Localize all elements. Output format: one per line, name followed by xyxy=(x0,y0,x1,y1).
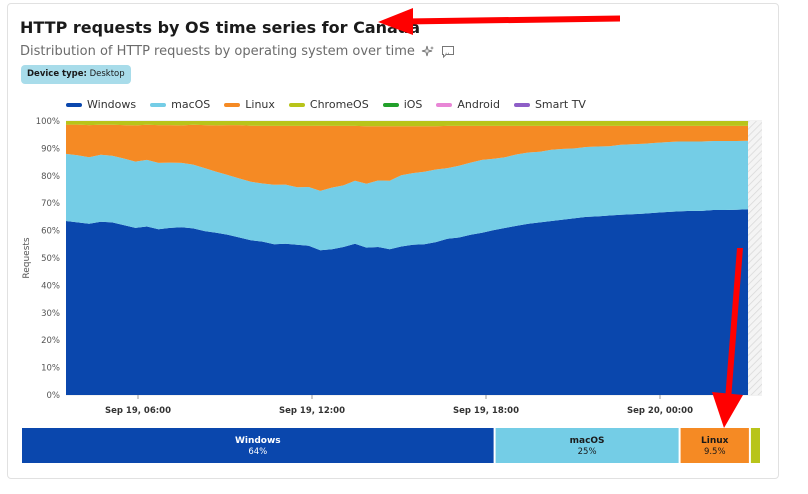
x-tick-label: Sep 20, 00:00 xyxy=(627,406,693,416)
legend-label: Windows xyxy=(87,98,137,111)
chart-subtitle-text: Distribution of HTTP requests by operati… xyxy=(20,44,415,59)
summary-segment-pct: 64% xyxy=(248,447,267,457)
x-tick-label: Sep 19, 12:00 xyxy=(279,406,345,416)
legend-swatch xyxy=(224,102,241,107)
y-tick-label: 20% xyxy=(41,336,60,346)
legend-item-chromeos[interactable]: ChromeOS xyxy=(288,98,369,111)
linux-arrow-shaft xyxy=(725,248,743,400)
legend-label: iOS xyxy=(403,98,423,111)
summary-segment-windows[interactable] xyxy=(22,428,494,463)
summary-segment-linux[interactable] xyxy=(680,428,749,463)
stacked-areas xyxy=(66,121,748,395)
legend-item-windows[interactable]: Windows xyxy=(66,98,136,111)
legend-label: ChromeOS xyxy=(309,98,369,111)
partial-region-hatch xyxy=(748,121,762,395)
y-axis: 0% 10% 20% 30% 40% 50% 60% 70% 80% 90% 100% xyxy=(36,117,60,401)
sparkle-icon[interactable] xyxy=(421,45,435,59)
y-tick-label: 100% xyxy=(36,117,60,127)
legend-swatch xyxy=(66,102,82,107)
y-axis-title: Requests xyxy=(22,237,32,279)
device-type-badge[interactable]: Device type: Desktop xyxy=(21,65,131,84)
chart-title: HTTP requests by OS time series for Cana… xyxy=(20,18,421,37)
x-tick-label: Sep 19, 06:00 xyxy=(105,406,171,416)
chart-legend: Windows macOS Linux ChromeOS iOS Android Smart… xyxy=(66,98,586,111)
legend-label: Smart TV xyxy=(534,98,586,111)
legend-swatch xyxy=(382,102,399,107)
summary-segment-macos[interactable] xyxy=(495,428,679,463)
legend-label: Linux xyxy=(245,98,275,111)
y-tick-label: 40% xyxy=(41,281,60,291)
title-arrow-shaft xyxy=(405,15,620,25)
y-tick-label: 0% xyxy=(47,391,61,401)
legend-swatch xyxy=(513,102,530,107)
x-tick-label: Sep 19, 18:00 xyxy=(453,406,519,416)
legend-label: macOS xyxy=(171,98,211,111)
y-tick-label: 80% xyxy=(41,172,60,182)
legend-item-ios[interactable]: iOS xyxy=(382,98,423,111)
legend-item-linux[interactable]: Linux xyxy=(224,98,275,111)
legend-item-macos[interactable]: macOS xyxy=(150,98,210,111)
legend-swatch xyxy=(150,102,167,107)
summary-segment-label: Windows xyxy=(235,436,281,446)
badge-value: Desktop xyxy=(89,69,125,79)
annotations xyxy=(378,8,743,428)
legend-swatch xyxy=(436,102,453,107)
summary-segment-pct: 9.5% xyxy=(704,447,726,457)
linux-arrow-head xyxy=(712,392,743,428)
area-linux[interactable] xyxy=(66,124,748,191)
y-tick-label: 60% xyxy=(41,227,60,237)
y-tick-label: 10% xyxy=(41,364,60,374)
summary-segment-chromeos[interactable] xyxy=(750,428,760,463)
badge-key: Device type: xyxy=(27,69,87,79)
summary-segment-label: macOS xyxy=(570,436,605,446)
chart-subtitle: Distribution of HTTP requests by operati… xyxy=(20,44,455,59)
area-windows[interactable] xyxy=(66,209,748,395)
y-tick-label: 30% xyxy=(41,309,60,319)
quote-icon[interactable]: ,, xyxy=(441,45,455,59)
legend-item-android[interactable]: Android xyxy=(436,98,500,111)
y-tick-label: 50% xyxy=(41,254,60,264)
summary-segment-pct: 25% xyxy=(578,447,597,457)
title-arrow-head xyxy=(378,8,413,35)
legend-swatch xyxy=(288,102,305,107)
y-tick-label: 70% xyxy=(41,199,60,209)
legend-item-smart-tv[interactable]: Smart TV xyxy=(513,98,586,111)
x-axis: Sep 19, 06:00 Sep 19, 12:00 Sep 19, 18:00 S… xyxy=(105,395,693,416)
y-tick-label: 90% xyxy=(41,144,60,154)
summary-segment-label: Linux xyxy=(701,436,729,446)
area-macos[interactable] xyxy=(66,140,748,251)
legend-label: Android xyxy=(457,98,500,111)
partial-data-region xyxy=(748,121,762,395)
svg-text:,,: ,, xyxy=(445,47,449,55)
area-chromeos[interactable] xyxy=(66,121,748,127)
